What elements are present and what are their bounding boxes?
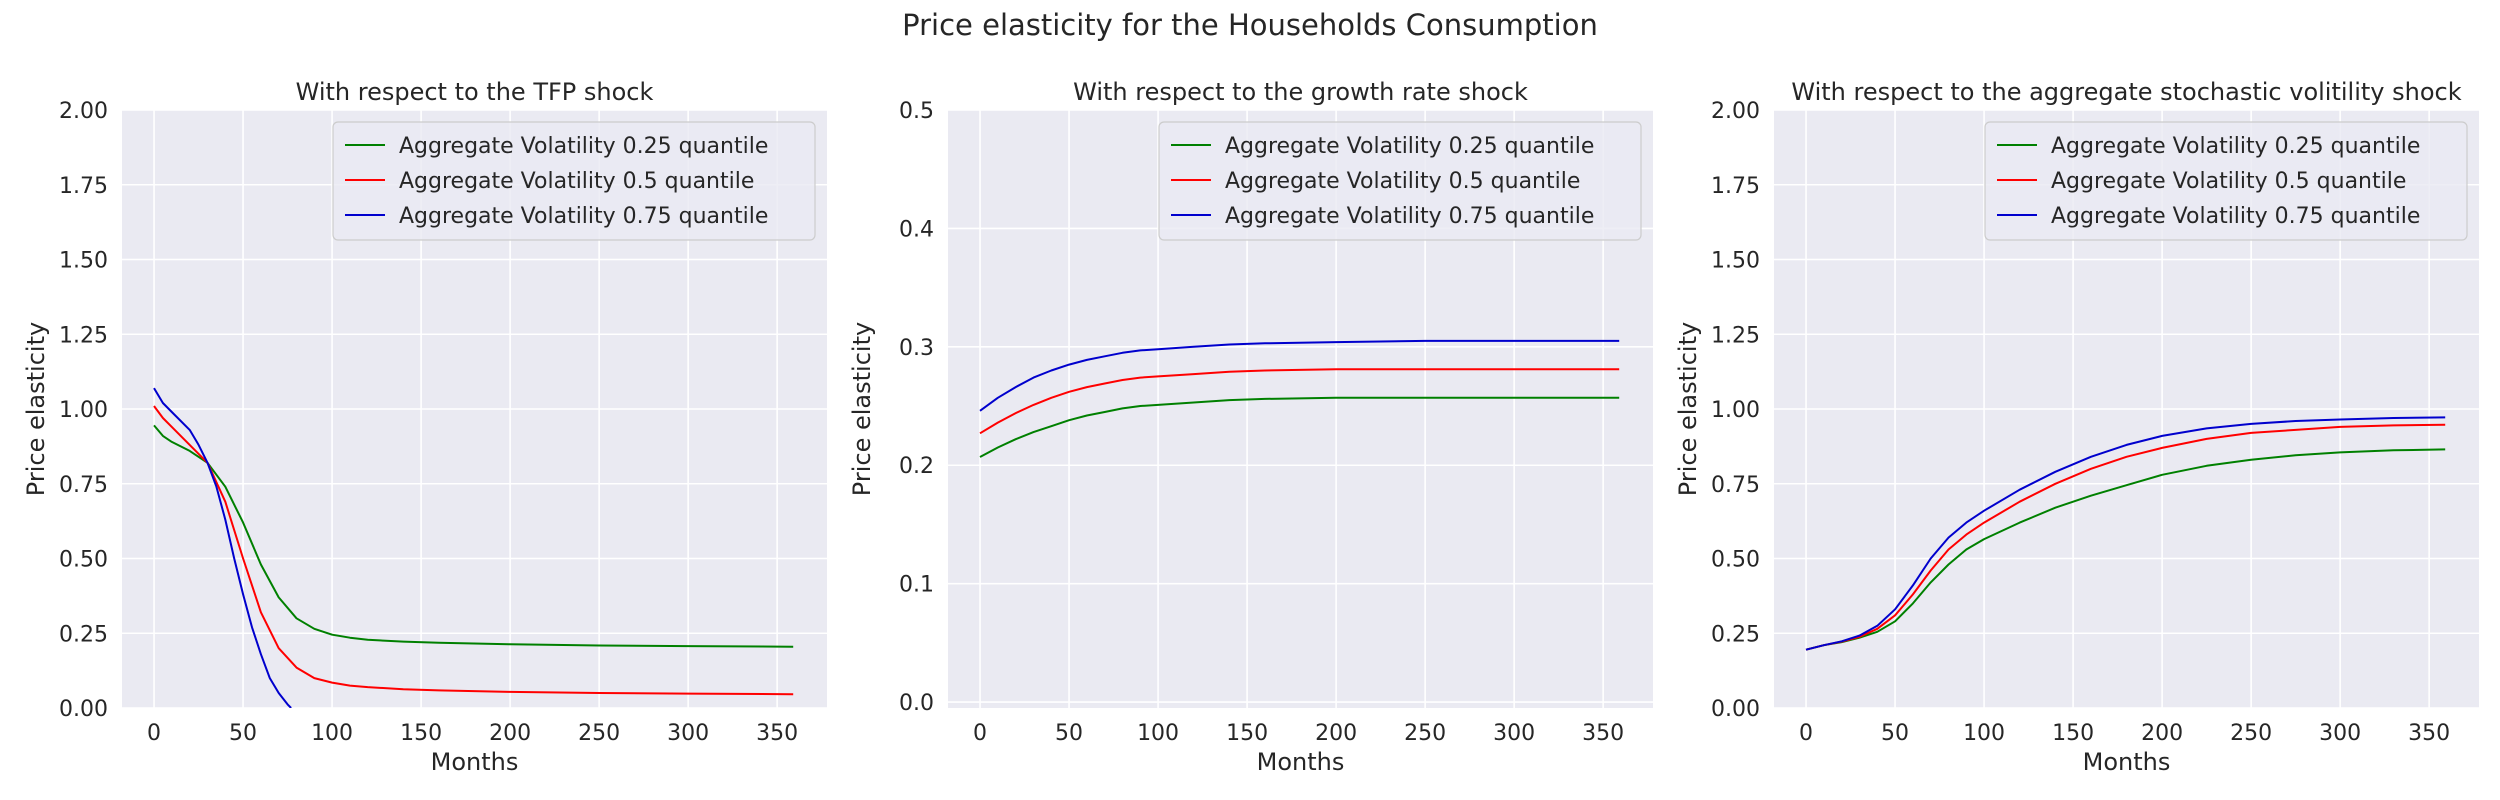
x-tick-label: 300 [667,721,709,746]
x-tick-label: 0 [147,721,161,746]
chart-title: With respect to the growth rate shock [1073,78,1528,106]
y-tick-label: 0.25 [1711,622,1760,647]
series-line-1 [1805,448,2446,651]
series-line-2 [1805,423,2446,651]
x-tick-label: 250 [2230,721,2272,746]
x-tick-label: 0 [1799,721,1813,746]
x-axis-label: Months [1257,748,1345,776]
chart-title: With respect to the aggregate stochastic… [1791,78,2461,106]
chart-panel-2: 0 50 100 150 200 250 300 350 0.0 0.1 0.2 0.3 0.4 0.5 M… [848,78,1653,776]
x-tick-label: 150 [2052,721,2094,746]
legend-frame [332,121,816,241]
figure-title: Price elasticity for the Households Cons… [902,8,1598,42]
legend-label: Aggregate Volatility 0.5 quantile [2051,169,2406,194]
y-tick-label: 0.3 [899,336,934,361]
legend: Aggregate Volatility 0.25 quantile Aggreg… [332,121,816,241]
x-tick-label: 50 [229,721,257,746]
y-tick-label: 1.00 [59,398,108,423]
chart-panel-1: 0 50 100 150 200 250 300 350 0.00 0.25 0.50 0.75 1.0… [22,78,827,776]
y-tick-label: 0.0 [899,691,934,716]
y-tick-label: 1.25 [59,323,108,348]
legend-label: Aggregate Volatility 0.25 quantile [2051,134,2420,159]
x-tick-label: 350 [2408,721,2450,746]
legend-frame [1158,121,1642,241]
y-tick-label: 1.75 [1711,174,1760,199]
y-tick-label: 0.00 [1711,697,1760,722]
legend-label: Aggregate Volatility 0.75 quantile [399,204,768,229]
legend: Aggregate Volatility 0.25 quantile Aggreg… [1984,121,2468,241]
series-line-2 [979,368,1620,435]
x-axis-label: Months [431,748,519,776]
x-tick-label: 250 [1404,721,1446,746]
x-tick-label: 350 [1582,721,1624,746]
series-line-3 [1805,416,2446,651]
series-line-3 [153,387,292,708]
x-tick-label: 150 [400,721,442,746]
x-tick-label: 250 [578,721,620,746]
y-axis-label: Price elasticity [848,322,876,496]
x-tick-label: 200 [2141,721,2183,746]
y-tick-label: 0.25 [59,622,108,647]
series-group [1805,416,2446,651]
x-tick-label: 50 [1881,721,1909,746]
y-tick-label: 0.50 [59,548,108,573]
y-tick-label: 0.75 [59,473,108,498]
series-group [153,387,794,708]
y-tick-label: 1.50 [59,249,108,274]
y-tick-label: 0.5 [899,99,934,124]
series-line-1 [153,424,794,648]
legend-label: Aggregate Volatility 0.5 quantile [399,169,754,194]
y-tick-label: 1.50 [1711,249,1760,274]
legend-label: Aggregate Volatility 0.75 quantile [2051,204,2420,229]
x-tick-label: 100 [1963,721,2005,746]
y-axis-label: Price elasticity [1674,322,1702,496]
legend: Aggregate Volatility 0.25 quantile Aggreg… [1158,121,1642,241]
x-tick-label: 100 [1137,721,1179,746]
series-line-3 [979,339,1620,412]
series-group [979,339,1620,458]
y-tick-label: 1.00 [1711,398,1760,423]
y-tick-label: 0.50 [1711,548,1760,573]
x-tick-label: 300 [2319,721,2361,746]
x-tick-label: 150 [1226,721,1268,746]
chart-title: With respect to the TFP shock [296,78,654,106]
legend-label: Aggregate Volatility 0.25 quantile [1225,134,1594,159]
x-tick-label: 350 [756,721,798,746]
series-line-2 [153,405,794,696]
x-tick-label: 200 [489,721,531,746]
legend-label: Aggregate Volatility 0.5 quantile [1225,169,1580,194]
y-tick-label: 0.00 [59,697,108,722]
y-tick-label: 0.1 [899,573,934,598]
x-tick-label: 50 [1055,721,1083,746]
x-tick-label: 200 [1315,721,1357,746]
y-axis-label: Price elasticity [22,322,50,496]
legend-label: Aggregate Volatility 0.25 quantile [399,134,768,159]
series-line-1 [979,396,1620,458]
y-tick-label: 0.2 [899,454,934,479]
x-tick-label: 100 [311,721,353,746]
y-tick-label: 2.00 [1711,99,1760,124]
y-tick-label: 0.75 [1711,473,1760,498]
x-axis-label: Months [2083,748,2171,776]
legend-label: Aggregate Volatility 0.75 quantile [1225,204,1594,229]
y-tick-label: 0.4 [899,217,934,242]
chart-panel-3: 0 50 100 150 200 250 300 350 0.00 0.25 0.50 0.75 1.0… [1674,78,2479,776]
y-tick-label: 1.75 [59,174,108,199]
y-tick-label: 1.25 [1711,323,1760,348]
x-tick-label: 0 [973,721,987,746]
y-tick-label: 2.00 [59,99,108,124]
legend-frame [1984,121,2468,241]
x-tick-label: 300 [1493,721,1535,746]
